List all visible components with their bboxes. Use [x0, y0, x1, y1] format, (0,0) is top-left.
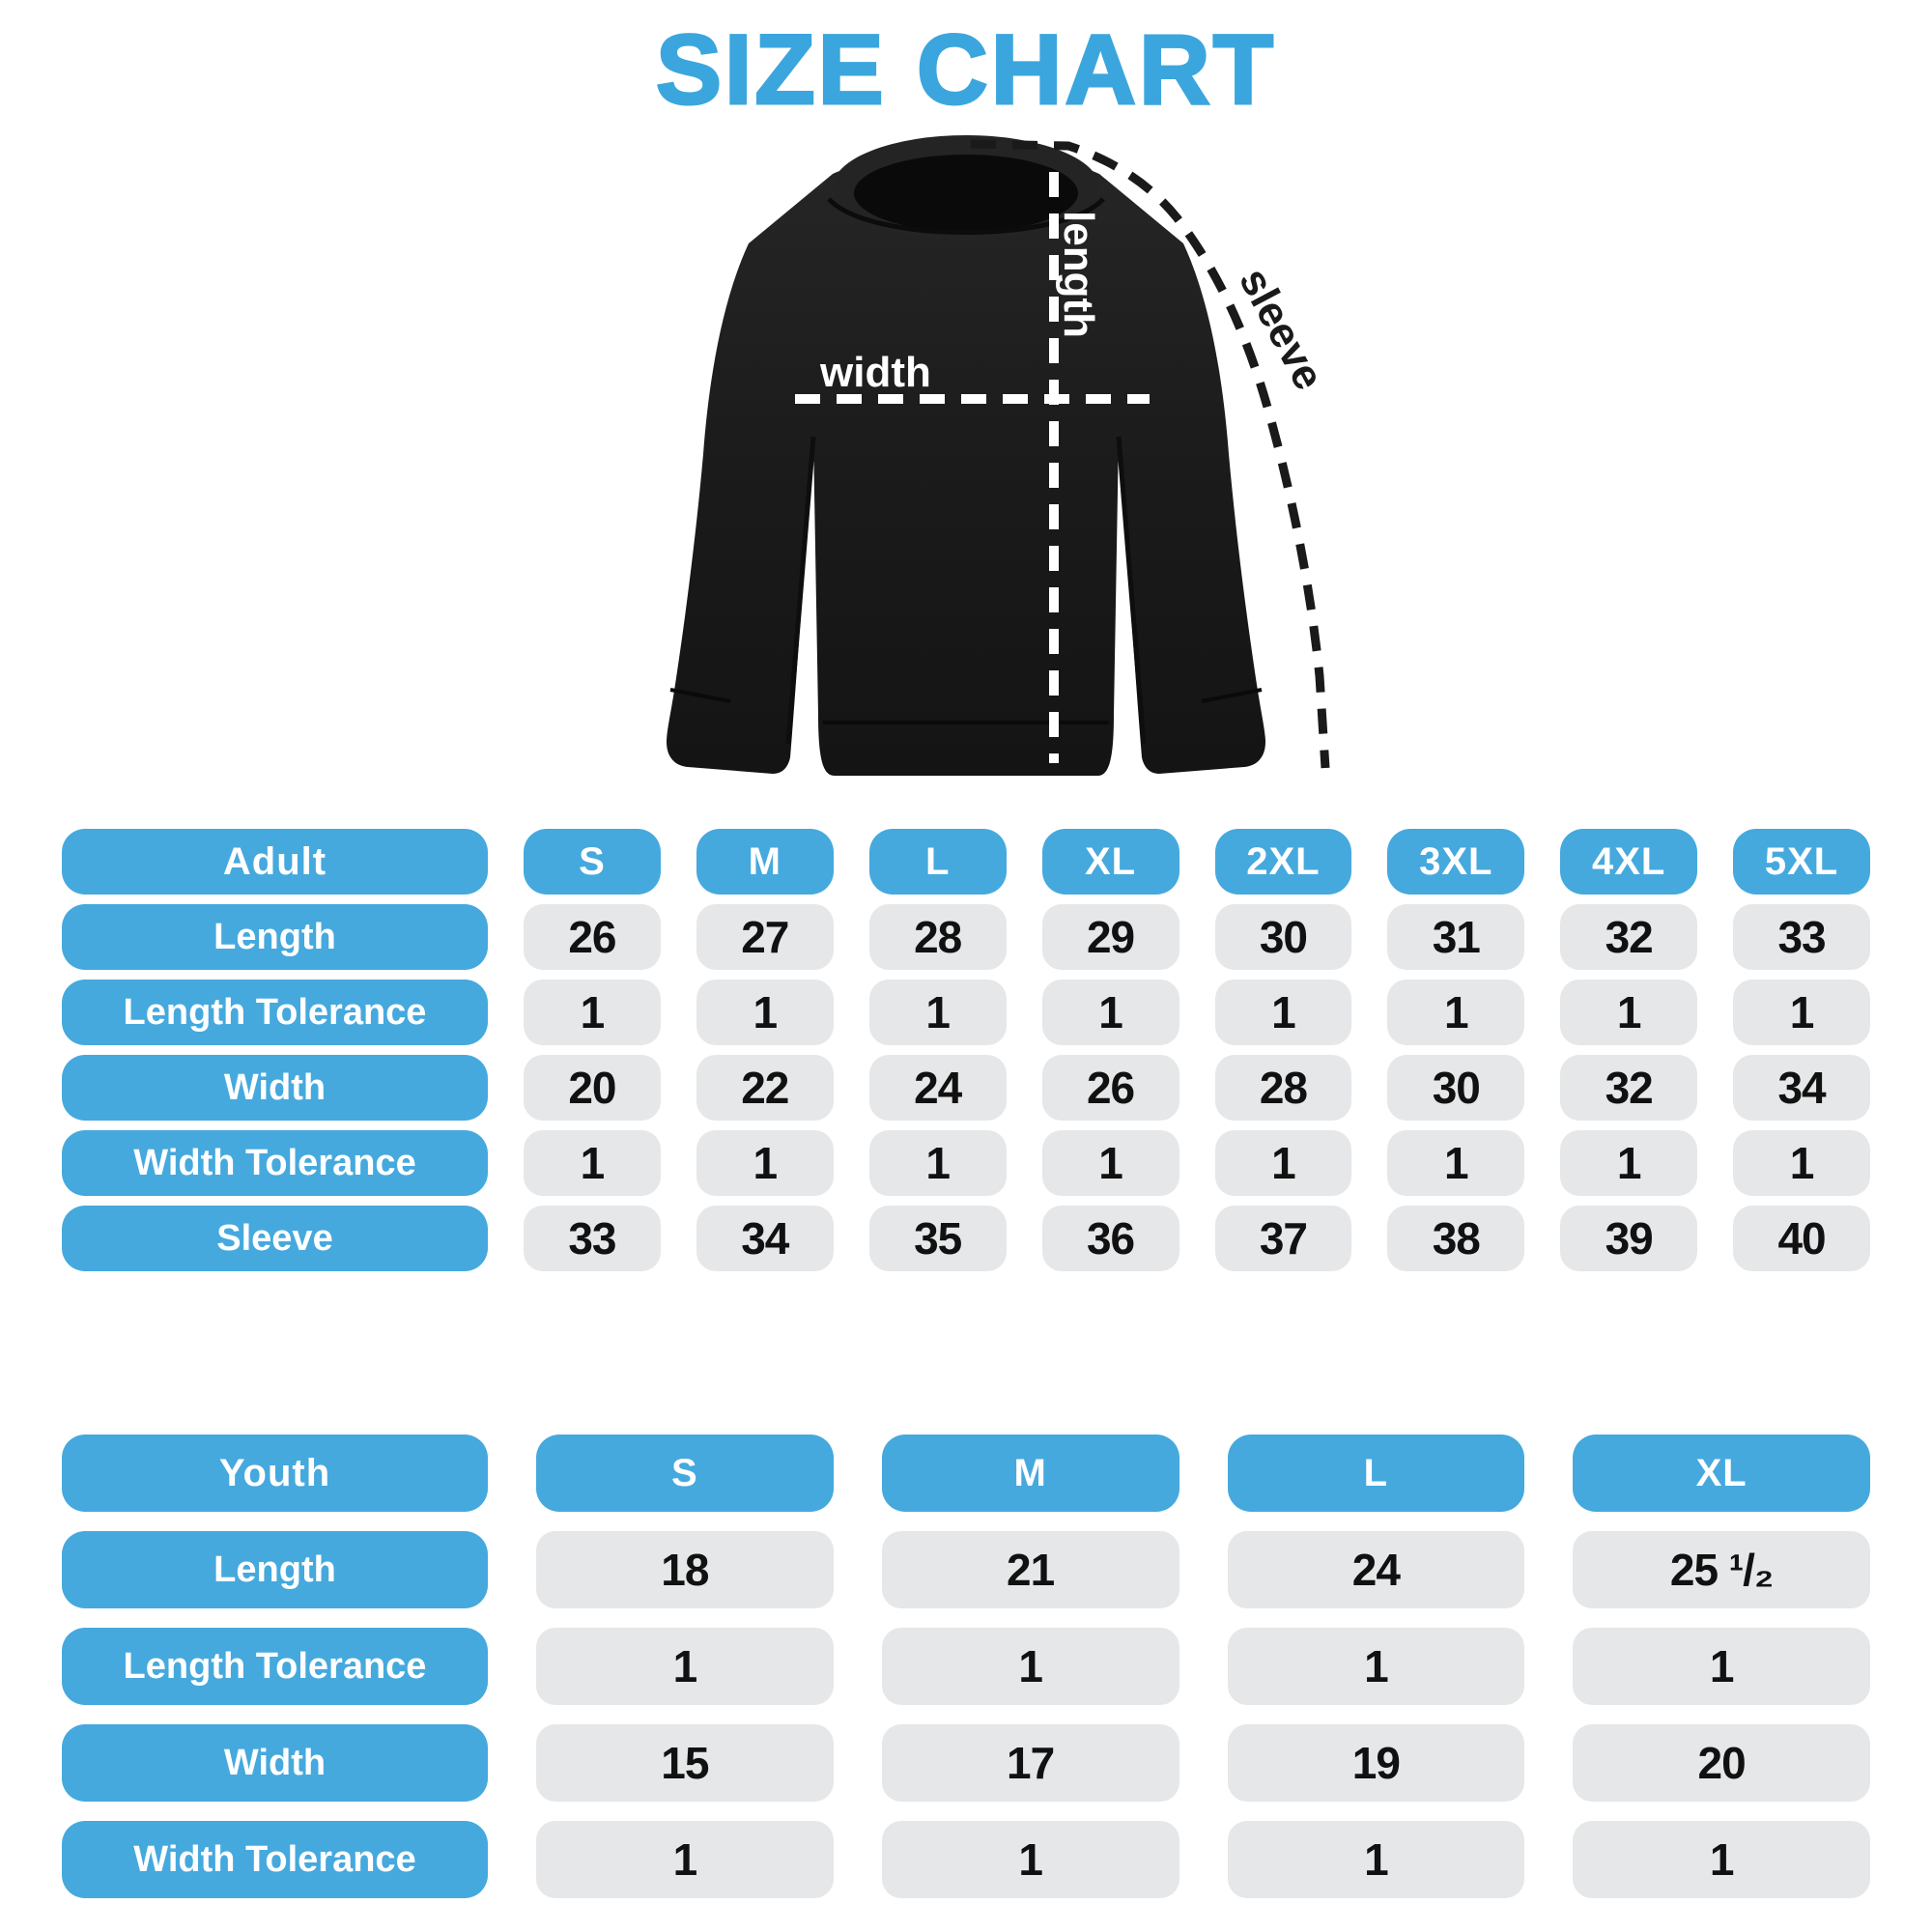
youth-width-value: 17	[881, 1724, 1179, 1802]
adult-table-title-cell: Adult	[62, 829, 488, 895]
adult-width-tolerance-value: 1	[1041, 1130, 1179, 1196]
adult-size-table: Adult S M L XL 2XL 3XL 4XL 5XL Length 26…	[62, 829, 1870, 1271]
right-armpit-crease	[1116, 436, 1147, 745]
adult-length-tolerance-value: 1	[524, 980, 661, 1045]
youth-width-value: 19	[1227, 1724, 1525, 1802]
youth-width-value: 15	[536, 1724, 834, 1802]
adult-width-value: 20	[524, 1055, 661, 1121]
adult-sleeve-value: 34	[696, 1206, 834, 1271]
adult-row-label-width: Width	[62, 1055, 488, 1121]
adult-column-header-xl: XL	[1041, 829, 1179, 895]
adult-length-value: 27	[696, 904, 834, 970]
youth-column-header-m: M	[881, 1435, 1179, 1512]
youth-width-tolerance-value: 1	[536, 1821, 834, 1898]
youth-row-label-length: Length	[62, 1531, 488, 1608]
sleeve-measure-label: sleeve	[1230, 261, 1332, 398]
right-cuff-seam	[1201, 688, 1263, 703]
adult-length-tolerance-value: 1	[1041, 980, 1179, 1045]
youth-row-label-width: Width	[62, 1724, 488, 1802]
adult-width-value: 28	[1214, 1055, 1352, 1121]
sweatshirt-illustration	[667, 154, 1265, 776]
adult-length-value: 26	[524, 904, 661, 970]
adult-width-tolerance-value: 1	[696, 1130, 834, 1196]
youth-length-value: 25 ¹/₂	[1573, 1531, 1870, 1608]
adult-width-value: 30	[1387, 1055, 1525, 1121]
adult-column-header-s: S	[524, 829, 661, 895]
adult-length-value: 30	[1214, 904, 1352, 970]
adult-length-tolerance-value: 1	[1387, 980, 1525, 1045]
adult-length-value: 29	[1041, 904, 1179, 970]
adult-width-value: 34	[1733, 1055, 1870, 1121]
adult-length-tolerance-value: 1	[1733, 980, 1870, 1045]
left-cuff-seam	[669, 688, 731, 703]
adult-width-tolerance-value: 1	[868, 1130, 1007, 1196]
youth-width-tolerance-value: 1	[1227, 1821, 1525, 1898]
adult-width-tolerance-value: 1	[1387, 1130, 1525, 1196]
youth-length-tolerance-value: 1	[881, 1628, 1179, 1705]
youth-length-value: 21	[881, 1531, 1179, 1608]
youth-column-header-s: S	[536, 1435, 834, 1512]
youth-size-table: Youth S M L XL Length 18 21 24 25 ¹/₂ Le…	[62, 1435, 1870, 1898]
adult-row-label-length-tolerance: Length Tolerance	[62, 980, 488, 1045]
adult-width-tolerance-value: 1	[1733, 1130, 1870, 1196]
collar-seam	[827, 197, 1105, 235]
sweatshirt-measurement-diagram: width length sleeve	[667, 135, 1333, 776]
page-title: SIZE CHART	[655, 14, 1276, 127]
youth-width-value: 20	[1573, 1724, 1870, 1802]
youth-length-tolerance-value: 1	[1227, 1628, 1525, 1705]
youth-length-tolerance-value: 1	[1573, 1628, 1870, 1705]
width-measure-label: width	[819, 349, 931, 396]
adult-length-tolerance-value: 1	[696, 980, 834, 1045]
youth-table-title-cell: Youth	[62, 1435, 488, 1512]
adult-row-label-sleeve: Sleeve	[62, 1206, 488, 1271]
adult-row-label-length: Length	[62, 904, 488, 970]
adult-length-tolerance-value: 1	[1214, 980, 1352, 1045]
adult-length-value: 32	[1560, 904, 1698, 970]
adult-sleeve-value: 37	[1214, 1206, 1352, 1271]
adult-length-value: 28	[868, 904, 1007, 970]
adult-width-value: 32	[1560, 1055, 1698, 1121]
adult-column-header-3xl: 3XL	[1387, 829, 1525, 895]
youth-column-header-l: L	[1227, 1435, 1525, 1512]
adult-sleeve-value: 36	[1041, 1206, 1179, 1271]
adult-column-header-4xl: 4XL	[1560, 829, 1698, 895]
adult-length-value: 31	[1387, 904, 1525, 970]
youth-length-value: 24	[1227, 1531, 1525, 1608]
youth-row-label-width-tolerance: Width Tolerance	[62, 1821, 488, 1898]
collar-opening	[854, 155, 1078, 232]
youth-width-tolerance-value: 1	[881, 1821, 1179, 1898]
adult-sleeve-value: 35	[868, 1206, 1007, 1271]
length-measure-label: length	[1055, 211, 1102, 338]
adult-width-value: 26	[1041, 1055, 1179, 1121]
adult-column-header-m: M	[696, 829, 834, 895]
youth-column-header-xl: XL	[1573, 1435, 1870, 1512]
adult-width-tolerance-value: 1	[524, 1130, 661, 1196]
adult-column-header-5xl: 5XL	[1733, 829, 1870, 895]
youth-width-tolerance-value: 1	[1573, 1821, 1870, 1898]
adult-width-value: 22	[696, 1055, 834, 1121]
adult-column-header-2xl: 2XL	[1214, 829, 1352, 895]
youth-row-label-length-tolerance: Length Tolerance	[62, 1628, 488, 1705]
youth-length-tolerance-value: 1	[536, 1628, 834, 1705]
adult-row-label-width-tolerance: Width Tolerance	[62, 1130, 488, 1196]
adult-length-tolerance-value: 1	[868, 980, 1007, 1045]
adult-length-value: 33	[1733, 904, 1870, 970]
left-armpit-crease	[785, 436, 816, 745]
adult-column-header-l: L	[868, 829, 1007, 895]
adult-sleeve-value: 40	[1733, 1206, 1870, 1271]
adult-sleeve-value: 39	[1560, 1206, 1698, 1271]
youth-length-value: 18	[536, 1531, 834, 1608]
adult-sleeve-value: 33	[524, 1206, 661, 1271]
adult-width-value: 24	[868, 1055, 1007, 1121]
adult-length-tolerance-value: 1	[1560, 980, 1698, 1045]
adult-sleeve-value: 38	[1387, 1206, 1525, 1271]
adult-width-tolerance-value: 1	[1214, 1130, 1352, 1196]
adult-width-tolerance-value: 1	[1560, 1130, 1698, 1196]
sleeve-measure-line	[970, 139, 1330, 769]
